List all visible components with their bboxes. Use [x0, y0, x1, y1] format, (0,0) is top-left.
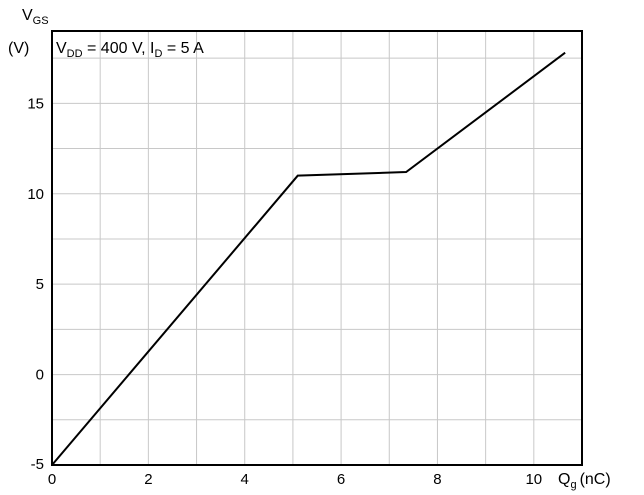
y-tick-label: 15	[27, 95, 44, 112]
y-axis-unit: (V)	[8, 40, 29, 57]
x-tick-labels: 0 2 4 6 8 10	[48, 471, 542, 488]
y-tick-label: 5	[36, 276, 44, 293]
x-tick-label: 0	[48, 471, 56, 488]
x-tick-label: 8	[433, 471, 441, 488]
gate-charge-curve	[51, 51, 566, 466]
y-axis-label: VGS	[22, 7, 49, 27]
conditions-annotation: VDD = 400 V, ID = 5 A	[56, 40, 204, 60]
y-tick-label: 10	[27, 186, 44, 203]
y-tick-label: 0	[36, 367, 44, 384]
x-tick-label: 6	[337, 471, 345, 488]
x-tick-label: 2	[144, 471, 152, 488]
x-tick-label: 10	[525, 471, 542, 488]
y-tick-labels: -5 0 5 10 15	[27, 95, 44, 473]
x-axis-label: Qg (nC)	[558, 471, 611, 491]
plot-frame	[51, 30, 583, 466]
grid	[52, 31, 582, 465]
x-tick-label: 4	[241, 471, 249, 488]
y-tick-label: -5	[31, 456, 44, 473]
